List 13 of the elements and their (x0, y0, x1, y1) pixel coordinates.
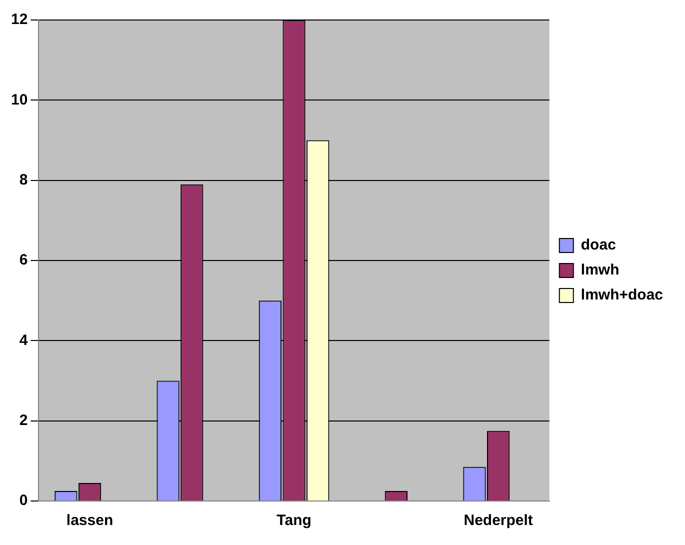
x-tick-label: Tang (276, 512, 312, 530)
legend-label: lmwh+doac (580, 286, 664, 304)
x-tick-label: Nederpelt (464, 512, 533, 530)
y-tick-label: 6 (19, 252, 28, 269)
x-tick-label: lassen (66, 512, 114, 530)
legend-label: lmwh (580, 262, 620, 279)
legend-label: doac (580, 236, 616, 254)
y-tick-label: 0 (19, 492, 28, 510)
y-tick-label: 10 (10, 91, 28, 108)
y-tick-label: 12 (10, 11, 28, 28)
y-tick-label: 4 (19, 332, 28, 349)
y-tick-label: 2 (19, 412, 28, 429)
y-tick-label: 8 (19, 171, 28, 188)
